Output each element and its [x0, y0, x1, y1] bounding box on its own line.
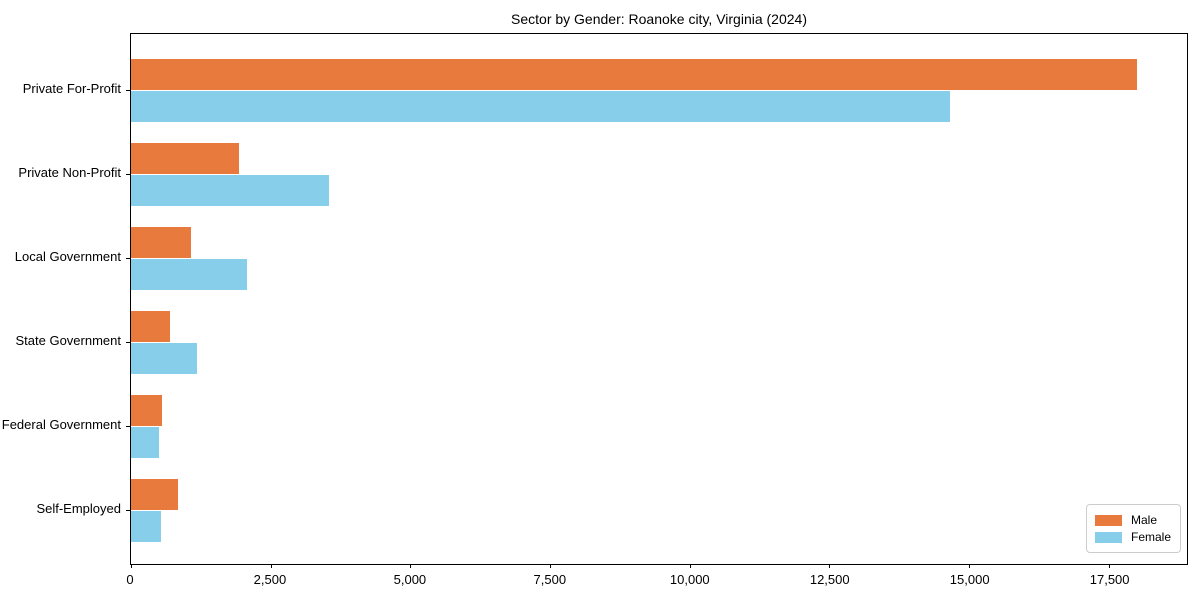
legend-item-female: Female	[1094, 529, 1171, 545]
y-tick-mark	[126, 174, 131, 175]
bar-male-private-for-profit	[131, 59, 1137, 90]
y-tick-mark	[126, 90, 131, 91]
y-tick-mark	[126, 342, 131, 343]
legend: Male Female	[1085, 504, 1181, 553]
x-tick-label-17-500: 17,500	[1089, 572, 1130, 587]
category-label-private-non-profit: Private Non-Profit	[18, 165, 121, 180]
y-tick-mark	[126, 426, 131, 427]
y-tick-mark	[126, 510, 131, 511]
x-tick-mark	[1108, 564, 1110, 568]
category-label-private-for-profit: Private For-Profit	[22, 81, 121, 96]
x-tick-mark	[550, 564, 552, 568]
bar-male-federal-government	[131, 395, 162, 426]
bar-male-self-employed	[131, 479, 179, 510]
x-tick-label-12-500: 12,500	[809, 572, 850, 587]
y-tick-mark	[126, 258, 131, 259]
legend-item-male: Male	[1094, 512, 1171, 528]
bar-female-private-for-profit	[131, 91, 950, 122]
bar-female-federal-government	[131, 427, 160, 458]
category-label-self-employed: Self-Employed	[36, 501, 121, 516]
bar-male-state-government	[131, 311, 171, 342]
bar-female-self-employed	[131, 511, 162, 542]
x-tick-label-7-500: 7,500	[533, 572, 567, 587]
legend-label-male: Male	[1130, 513, 1157, 527]
bar-female-local-government	[131, 259, 247, 290]
plot-area: Male Female	[126, 33, 1188, 568]
category-label-state-government: State Government	[15, 333, 122, 348]
category-label-local-government: Local Government	[14, 249, 121, 264]
x-tick-label-0: 0	[126, 572, 134, 587]
legend-swatch-male	[1094, 514, 1122, 526]
x-tick-label-5-000: 5,000	[393, 572, 427, 587]
legend-label-female: Female	[1130, 530, 1171, 544]
category-label-federal-government: Federal Government	[1, 417, 121, 432]
legend-swatch-female	[1094, 531, 1122, 543]
x-tick-mark	[829, 564, 831, 568]
x-tick-mark	[270, 564, 272, 568]
x-tick-mark	[689, 564, 691, 568]
x-tick-label-15-000: 15,000	[949, 572, 990, 587]
bar-male-local-government	[131, 227, 191, 258]
bar-female-private-non-profit	[131, 175, 330, 206]
bar-female-state-government	[131, 343, 197, 374]
x-tick-mark	[131, 564, 132, 568]
x-tick-label-10-000: 10,000	[669, 572, 710, 587]
x-tick-label-2-500: 2,500	[253, 572, 287, 587]
chart-title: Sector by Gender: Roanoke city, Virginia…	[511, 11, 807, 27]
x-tick-mark	[969, 564, 971, 568]
bar-male-private-non-profit	[131, 143, 240, 174]
x-tick-mark	[410, 564, 412, 568]
